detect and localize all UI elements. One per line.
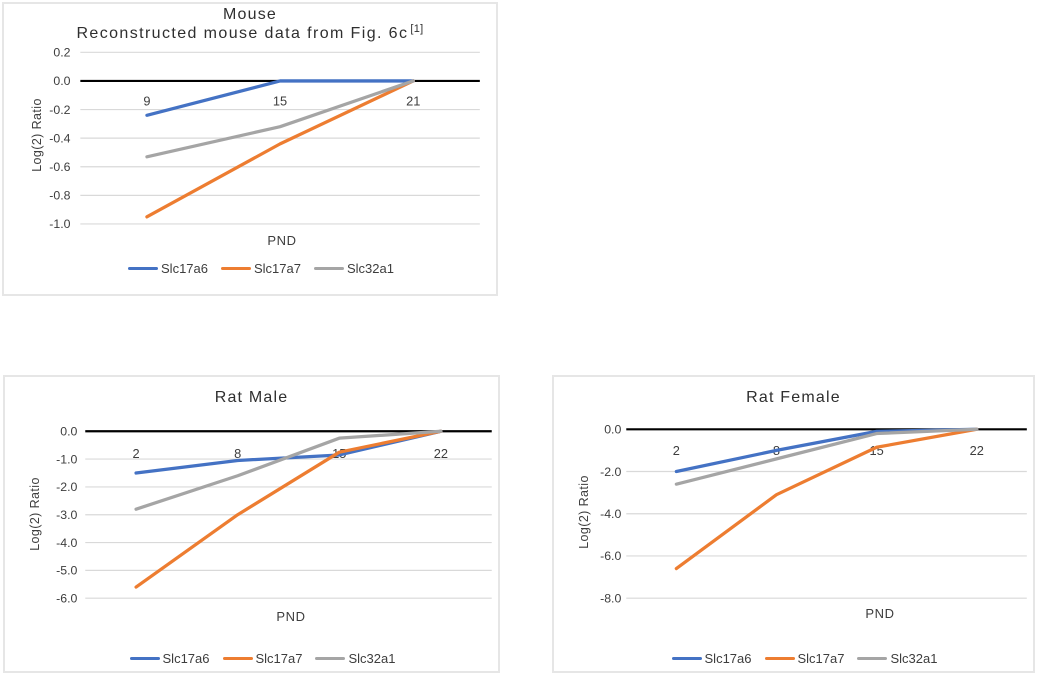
y-tick-label: -1.0 (56, 452, 77, 466)
legend-item-slc32a1: Slc32a1 (315, 651, 395, 666)
legend-item-slc32a1: Slc32a1 (313, 261, 394, 276)
series-line-slc17a6 (145, 79, 415, 117)
legend-line-swatch-slc32a1 (313, 266, 344, 271)
legend-label: Slc17a6 (161, 261, 208, 276)
mouse-chart-title: Mouse (222, 6, 278, 23)
mouse-chart-subtitle: Reconstructed mouse data from Fig. 6c [1] (4, 23, 496, 43)
y-tick-label: -2.0 (56, 480, 77, 494)
series-line-slc32a1 (674, 427, 979, 486)
series-line-slc32a1 (134, 429, 443, 511)
y-tick-label: 0.2 (53, 46, 70, 60)
y-tick-label: -0.4 (49, 131, 70, 145)
legend-line-swatch-slc32a1 (315, 656, 346, 661)
x-tick-label: 21 (406, 94, 420, 109)
rat-female-chart-panel: 0.0 -2.0 -4.0 -6.0 -8.0 2 8 15 22 Rat Female Log… (552, 375, 1035, 673)
y-tick-label: 0.0 (53, 74, 70, 88)
legend-line-swatch-slc32a1 (857, 656, 888, 661)
legend-line-swatch-slc17a7 (221, 266, 251, 271)
x-tick-label: 9 (143, 94, 150, 109)
mouse-y-axis-title: Log(2) Ratio (30, 98, 44, 172)
x-tick-label: 15 (273, 94, 287, 109)
legend-item-slc17a6: Slc17a6 (129, 651, 210, 666)
y-tick-label: -2.0 (600, 465, 621, 479)
rat-male-plot-area: 0.0-1.0-2.0-3.0-4.0-5.0-6.02 8 15 22 (56, 425, 492, 605)
legend-item-slc17a6: Slc17a6 (128, 261, 208, 276)
series-line-slc32a1 (145, 79, 415, 159)
y-tick-label: -5.0 (56, 564, 77, 578)
y-tick-label: -4.0 (56, 536, 77, 550)
x-tick-label: 2 (133, 446, 140, 461)
x-tick-label: 22 (434, 446, 448, 461)
legend-line-swatch-slc17a6 (129, 656, 160, 661)
mouse-plot-area: 0.2 0.0 -0.2 -0.4 -0.6 -0.8 -1.0 9 15 21 (49, 46, 480, 231)
legend-item-slc17a7: Slc17a7 (221, 261, 301, 276)
legend-label: Slc32a1 (890, 651, 938, 666)
legend-label: Slc17a7 (255, 651, 303, 666)
y-tick-label: -0.6 (49, 160, 70, 174)
legend-line-swatch-slc17a6 (671, 656, 702, 661)
legend-label: Slc17a7 (797, 651, 845, 666)
rat-male-x-axis-title: PND (276, 609, 306, 624)
rat-female-plot-area: 0.0-2.0-4.0-6.0-8.02 8 15 22 (600, 423, 1027, 605)
legend-line-swatch-slc17a6 (128, 266, 159, 271)
legend-label: Slc32a1 (346, 261, 394, 276)
rat-male-legend: Slc17a6 Slc17a7 Slc32a1 (16, 651, 509, 666)
rat-female-legend: Slc17a6 Slc17a7 Slc32a1 (565, 651, 1044, 666)
mouse-chart-panel: 0.2 0.0 -0.2 -0.4 -0.6 -0.8 -1.0 9 15 21 Mouse Re… (2, 2, 498, 296)
legend-line-swatch-slc17a7 (764, 656, 795, 661)
legend-item-slc17a6: Slc17a6 (671, 651, 752, 666)
y-tick-label: -0.8 (49, 189, 70, 203)
legend-label: Slc17a7 (254, 261, 301, 276)
y-tick-label: -0.2 (49, 103, 70, 117)
rat-male-chart-title: Rat Male (214, 389, 289, 406)
series-line-slc17a6 (674, 427, 979, 474)
series-line-slc17a7 (674, 427, 979, 571)
y-tick-label: -6.0 (600, 549, 621, 563)
legend-label: Slc32a1 (348, 651, 396, 666)
rat-male-y-axis-title: Log(2) Ratio (28, 477, 42, 551)
legend-item-slc32a1: Slc32a1 (857, 651, 937, 666)
y-tick-label: -1.0 (49, 217, 70, 231)
rat-male-chart-panel: 0.0 -1.0 -2.0 -3.0 -4.0 -5.0 -6.0 2 8 15 22 Rat Ma… (3, 375, 500, 673)
y-tick-label: -3.0 (56, 508, 77, 522)
legend-item-slc17a7: Slc17a7 (222, 651, 303, 666)
y-tick-label: -6.0 (56, 591, 77, 605)
y-tick-label: -4.0 (600, 507, 621, 521)
mouse-x-axis-title: PND (267, 233, 297, 248)
legend-label: Slc17a6 (704, 651, 752, 666)
rat-female-chart-title: Rat Female (746, 389, 841, 406)
x-tick-label: 8 (234, 446, 241, 461)
series-line-slc17a7 (145, 79, 415, 219)
legend-line-swatch-slc17a7 (222, 656, 253, 661)
rat-female-y-axis-title: Log(2) Ratio (577, 475, 591, 549)
legend-label: Slc17a6 (162, 651, 210, 666)
x-tick-label: 2 (673, 443, 680, 458)
y-tick-label: -8.0 (600, 591, 621, 605)
series-line-slc17a7 (134, 429, 443, 589)
legend-item-slc17a7: Slc17a7 (764, 651, 845, 666)
mouse-legend: Slc17a6 Slc17a7 Slc32a1 (15, 261, 507, 276)
rat-female-x-axis-title: PND (865, 606, 895, 621)
x-tick-label: 22 (970, 443, 984, 458)
series-line-slc17a6 (134, 429, 443, 475)
y-tick-label: 0.0 (604, 423, 621, 437)
y-tick-label: 0.0 (60, 425, 77, 439)
mouse-chart-subtitle-superscript: [1] (410, 23, 424, 35)
mouse-chart-subtitle-text: Reconstructed mouse data from Fig. 6c (76, 25, 409, 42)
